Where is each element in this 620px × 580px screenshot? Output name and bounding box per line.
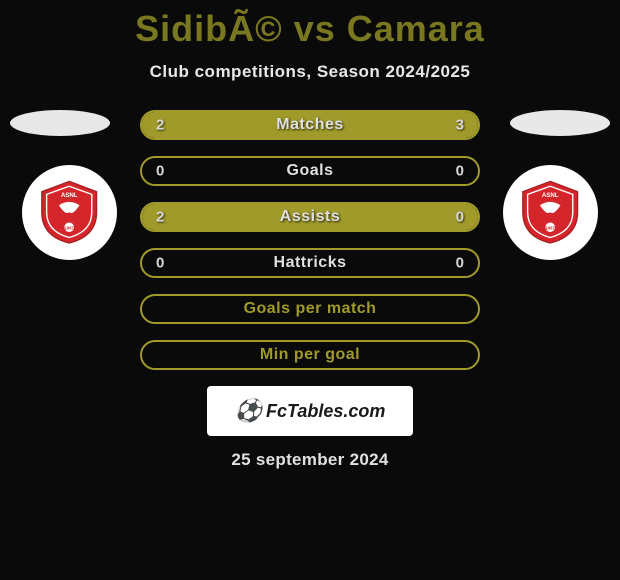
asnl-shield-icon: ASNL 1967 bbox=[516, 178, 584, 246]
svg-text:ASNL: ASNL bbox=[542, 192, 559, 199]
comparison-card: SidibÃ© vs Camara Club competitions, Sea… bbox=[0, 0, 620, 470]
svg-text:ASNL: ASNL bbox=[61, 192, 78, 199]
main-area: ASNL 1967 ASNL 1967 bbox=[0, 110, 620, 470]
soccer-ball-icon: ⚽ bbox=[235, 398, 262, 424]
stat-right-value: 0 bbox=[456, 163, 464, 180]
stat-left-value: 0 bbox=[156, 163, 164, 180]
stat-row-goals: 0 Goals 0 bbox=[140, 156, 480, 186]
stat-right-value: 0 bbox=[456, 255, 464, 272]
svg-text:1967: 1967 bbox=[65, 226, 75, 231]
stat-right-value: 3 bbox=[456, 117, 464, 134]
date-text: 25 september 2024 bbox=[0, 450, 620, 470]
stat-label: Matches bbox=[276, 116, 344, 134]
player-right-avatar bbox=[510, 110, 610, 136]
brand-label: FcTables.com bbox=[266, 401, 385, 422]
stat-label: Goals per match bbox=[244, 300, 377, 318]
badge-circle-right: ASNL 1967 bbox=[503, 165, 598, 260]
stat-row-assists: 2 Assists 0 bbox=[140, 202, 480, 232]
stat-row-matches: 2 Matches 3 bbox=[140, 110, 480, 140]
stat-label: Min per goal bbox=[260, 346, 360, 364]
stat-label: Hattricks bbox=[274, 254, 347, 272]
stat-left-value: 2 bbox=[156, 117, 164, 134]
stat-left-value: 0 bbox=[156, 255, 164, 272]
badge-circle-left: ASNL 1967 bbox=[22, 165, 117, 260]
player-left-avatar bbox=[10, 110, 110, 136]
asnl-shield-icon: ASNL 1967 bbox=[35, 178, 103, 246]
page-title: SidibÃ© vs Camara bbox=[0, 8, 620, 50]
footer-brand-logo: ⚽ FcTables.com bbox=[207, 386, 413, 436]
subtitle: Club competitions, Season 2024/2025 bbox=[0, 62, 620, 82]
club-badge-left: ASNL 1967 bbox=[22, 165, 117, 260]
stats-bars: 2 Matches 3 0 Goals 0 2 Assists 0 bbox=[140, 110, 480, 370]
stat-label: Assists bbox=[280, 208, 340, 226]
stat-label: Goals bbox=[287, 162, 334, 180]
stat-row-goals-per-match: Goals per match bbox=[140, 294, 480, 324]
stat-row-min-per-goal: Min per goal bbox=[140, 340, 480, 370]
stat-row-hattricks: 0 Hattricks 0 bbox=[140, 248, 480, 278]
club-badge-right: ASNL 1967 bbox=[503, 165, 598, 260]
stat-left-value: 2 bbox=[156, 209, 164, 226]
svg-text:1967: 1967 bbox=[546, 226, 556, 231]
stat-right-value: 0 bbox=[456, 209, 464, 226]
footer-brand-text: ⚽ FcTables.com bbox=[235, 398, 386, 424]
